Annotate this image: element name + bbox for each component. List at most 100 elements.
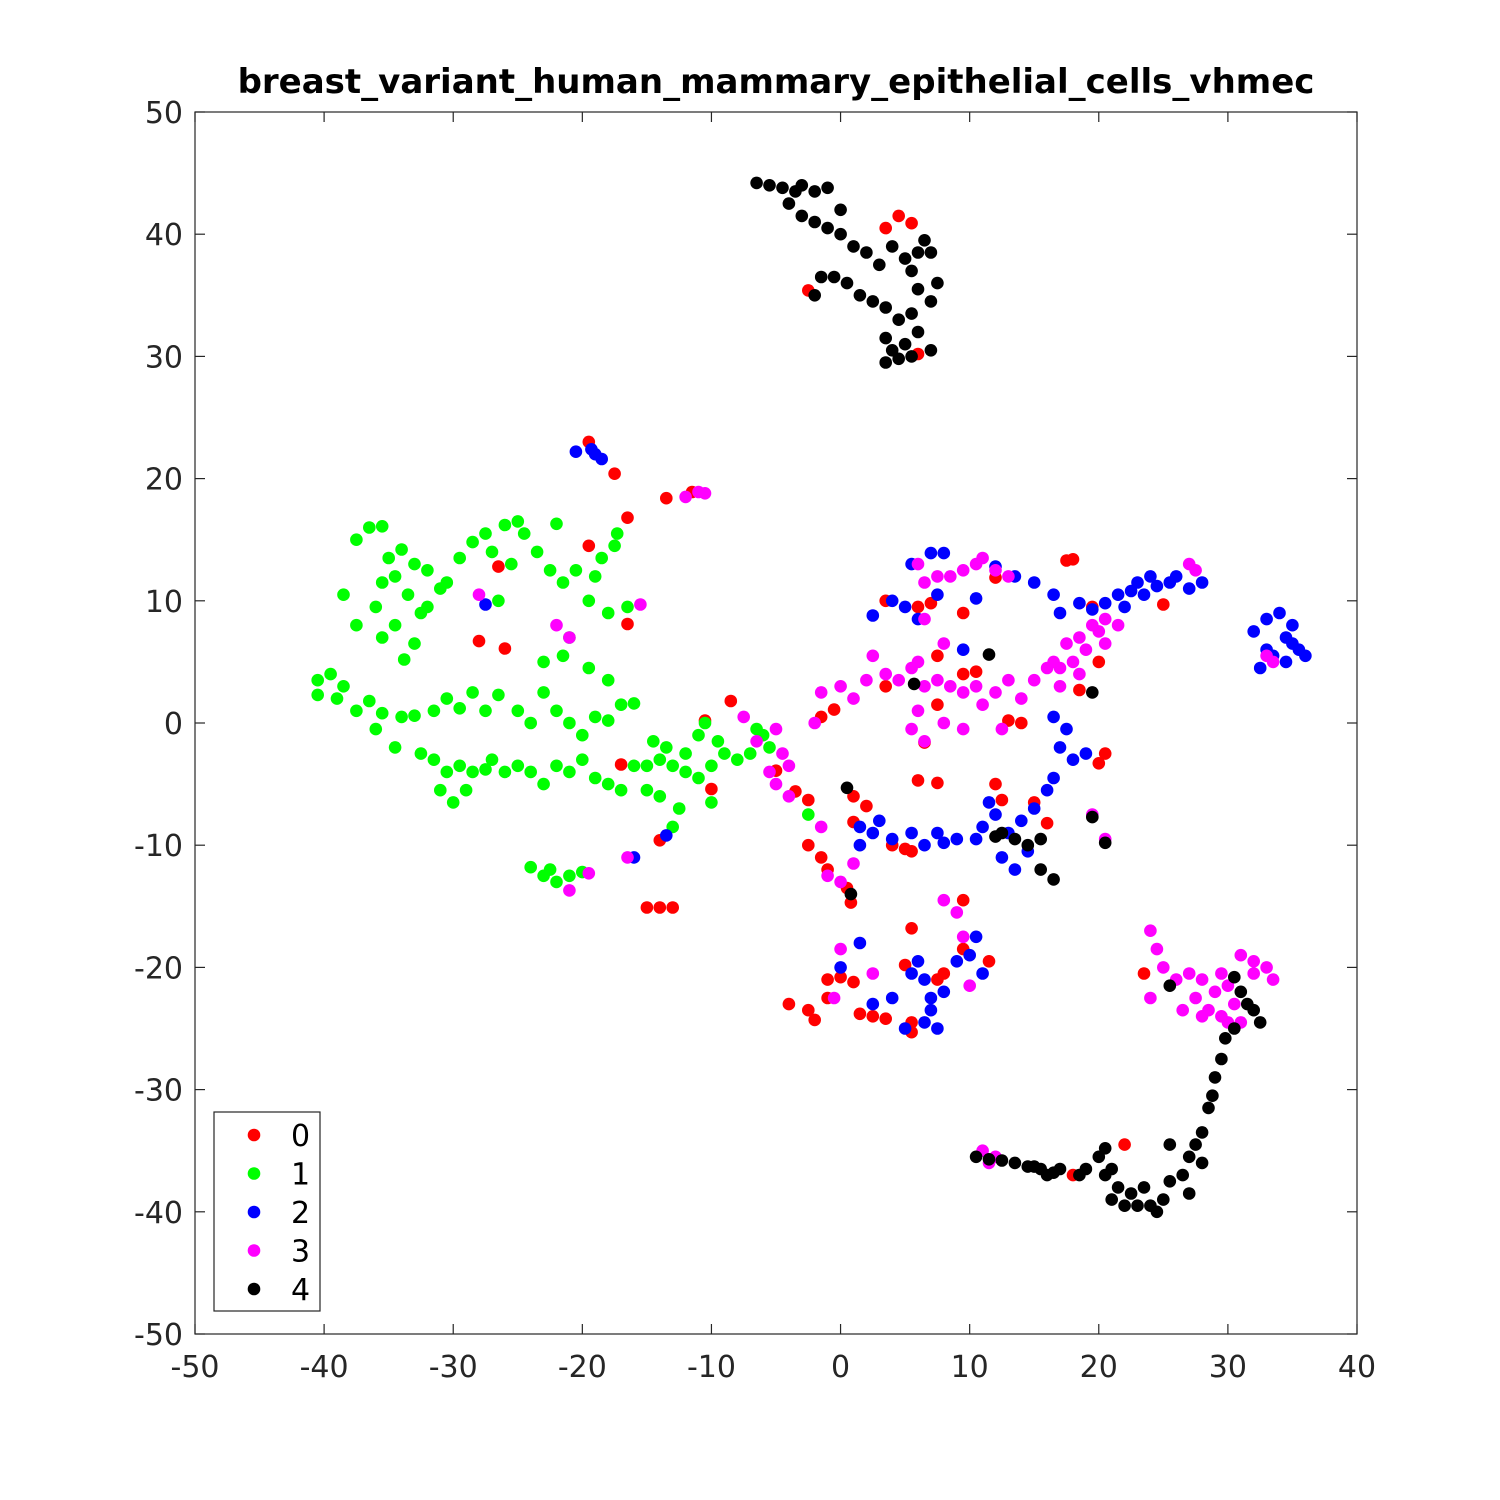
data-point (556, 649, 570, 663)
data-point (1195, 1010, 1209, 1023)
data-point (563, 631, 576, 644)
data-point (576, 753, 589, 766)
data-point (879, 680, 892, 693)
data-point (324, 667, 337, 681)
data-point (905, 350, 918, 363)
data-point (989, 564, 1002, 577)
data-point (1169, 570, 1183, 583)
legend-label: 0 (291, 1119, 310, 1154)
data-point (834, 875, 847, 889)
x-tick-label: 30 (1209, 1350, 1247, 1385)
data-point (1008, 1156, 1022, 1170)
data-point (937, 637, 951, 650)
data-point (543, 863, 557, 876)
data-point (1157, 598, 1170, 611)
data-point (995, 722, 1009, 736)
data-point (1189, 991, 1202, 1005)
data-point (956, 564, 970, 577)
data-point (866, 649, 880, 663)
data-point (1195, 973, 1209, 986)
data-point (660, 829, 673, 842)
data-point (588, 710, 602, 724)
data-point (956, 686, 970, 699)
data-point (814, 820, 828, 834)
series-3 (472, 485, 1280, 1170)
data-point (731, 753, 744, 766)
data-point (892, 352, 905, 366)
data-point (679, 765, 692, 779)
data-point (311, 688, 325, 702)
legend-item-1: 1 (247, 1158, 310, 1193)
data-point (844, 887, 858, 901)
data-point (892, 313, 905, 327)
data-point (1150, 942, 1164, 956)
data-point (459, 783, 473, 797)
data-point (1228, 970, 1241, 984)
data-point (679, 490, 692, 504)
data-point (472, 634, 486, 648)
data-point (1215, 967, 1228, 980)
data-point (498, 518, 512, 532)
y-tick-label: -20 (134, 951, 183, 986)
data-point (537, 686, 550, 699)
data-point (866, 997, 880, 1011)
data-point (608, 467, 621, 481)
data-point (337, 680, 350, 693)
data-point (621, 851, 634, 864)
data-point (743, 747, 757, 760)
data-point (879, 667, 892, 681)
data-point (1247, 967, 1260, 980)
data-point (382, 551, 396, 565)
data-point (931, 570, 944, 583)
x-tick-label: 20 (1080, 1350, 1118, 1385)
data-point (479, 598, 492, 611)
data-point (1144, 1199, 1157, 1212)
data-point (750, 176, 763, 190)
data-point (1144, 991, 1157, 1005)
data-point (905, 826, 918, 840)
data-point (569, 564, 583, 577)
data-point (1040, 816, 1054, 830)
data-point (879, 331, 892, 345)
data-point (1053, 1162, 1067, 1176)
data-point (1079, 747, 1093, 760)
data-point (576, 728, 589, 742)
data-point (1098, 747, 1112, 760)
data-point (1253, 1016, 1267, 1029)
data-point (672, 802, 686, 815)
data-point (453, 702, 467, 715)
data-point (595, 452, 608, 466)
data-point (498, 765, 512, 779)
data-point (834, 961, 847, 974)
chart-title: breast_variant_human_mammary_epithelial_… (238, 62, 1315, 102)
legend-label: 1 (291, 1158, 310, 1193)
data-point (911, 774, 925, 787)
data-point (1105, 1193, 1118, 1206)
data-point (1111, 618, 1125, 632)
data-point (918, 973, 931, 986)
data-point (634, 598, 647, 611)
data-point (1182, 967, 1196, 980)
data-point (1053, 680, 1067, 693)
data-point (873, 258, 886, 272)
data-point (363, 694, 376, 708)
data-point (350, 533, 363, 546)
data-point (1086, 603, 1099, 616)
data-point (1176, 1003, 1189, 1017)
data-point (511, 515, 525, 528)
data-point (847, 975, 860, 989)
data-point (944, 680, 957, 693)
data-point (395, 710, 408, 724)
data-point (705, 782, 718, 796)
data-point (879, 301, 892, 314)
data-point (550, 875, 563, 889)
data-point (1195, 1156, 1209, 1170)
data-point (1053, 741, 1067, 754)
data-point (517, 527, 531, 540)
data-point (640, 783, 654, 797)
x-tick-label: -10 (687, 1350, 736, 1385)
data-point (421, 564, 434, 577)
data-point (937, 716, 951, 730)
data-point (585, 443, 598, 456)
data-point (511, 759, 525, 773)
